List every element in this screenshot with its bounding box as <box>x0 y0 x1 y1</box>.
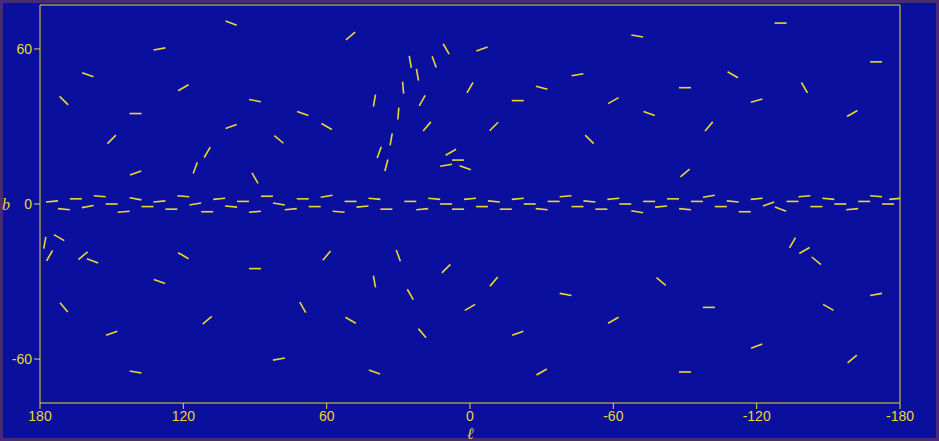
svg-text:60: 60 <box>16 41 32 57</box>
svg-text:60: 60 <box>319 408 335 424</box>
svg-text:-60: -60 <box>12 351 32 367</box>
svg-text:-120: -120 <box>743 408 771 424</box>
svg-text:ℓ: ℓ <box>467 425 474 441</box>
svg-text:0: 0 <box>24 196 32 212</box>
svg-text:b: b <box>2 196 10 213</box>
svg-text:180: 180 <box>28 408 52 424</box>
svg-text:120: 120 <box>172 408 196 424</box>
svg-text:-60: -60 <box>603 408 623 424</box>
svg-text:0: 0 <box>466 408 474 424</box>
svg-text:-180: -180 <box>886 408 914 424</box>
